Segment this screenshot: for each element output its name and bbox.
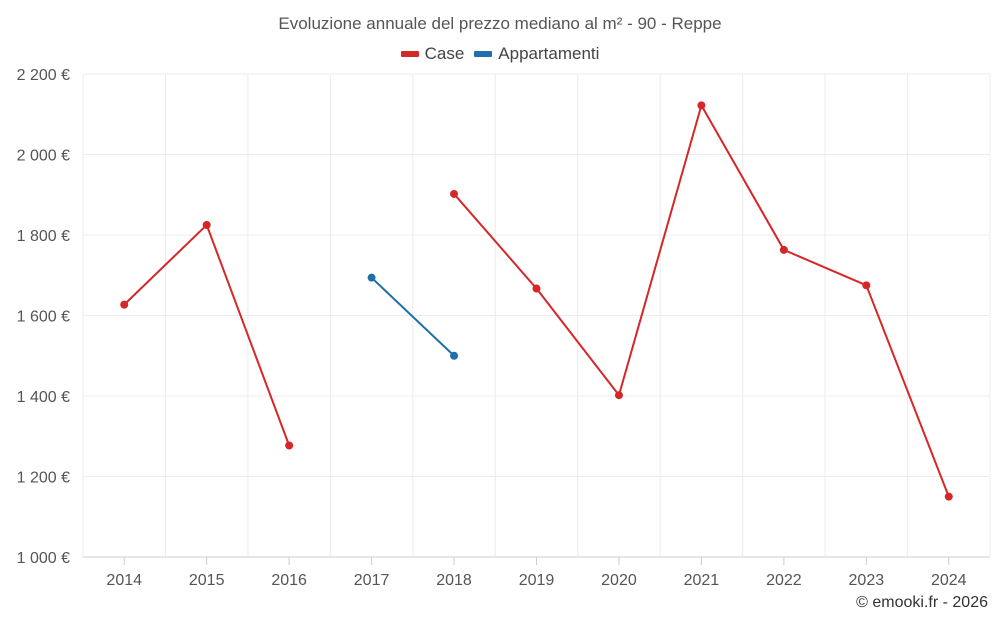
series-line-case — [453, 104, 950, 497]
chart-title: Evoluzione annuale del prezzo mediano al… — [278, 14, 722, 33]
series-line-case — [123, 223, 291, 446]
x-tick-label: 2023 — [849, 572, 885, 589]
data-point-case-2019 — [532, 284, 541, 293]
x-tick-label: 2019 — [519, 572, 555, 589]
data-point-case-2014 — [120, 300, 129, 309]
legend-item-appartamenti[interactable]: Appartamenti — [474, 44, 599, 64]
y-tick-label: 1 400 € — [17, 389, 70, 406]
data-point-appartamenti-2018 — [450, 351, 459, 360]
data-point-case-2015 — [202, 220, 211, 229]
y-tick-label: 1 600 € — [17, 309, 70, 326]
x-tick-label: 2018 — [436, 572, 472, 589]
series-line-appartamenti — [370, 276, 455, 357]
data-point-case-2016 — [285, 441, 294, 450]
data-point-case-2022 — [779, 245, 788, 254]
legend-swatch-case — [400, 51, 419, 57]
y-tick-label: 1 000 € — [17, 550, 70, 567]
x-tick-label: 2021 — [684, 572, 720, 589]
y-tick-label: 1 200 € — [17, 470, 70, 487]
y-tick-label: 2 000 € — [17, 148, 70, 165]
data-point-appartamenti-2017 — [367, 273, 376, 282]
x-tick-label: 2015 — [189, 572, 225, 589]
credit-text: © emooki.fr - 2026 — [856, 594, 988, 611]
data-point-case-2020 — [614, 391, 623, 400]
x-tick-label: 2014 — [106, 572, 142, 589]
x-tick-label: 2024 — [931, 572, 967, 589]
legend-label-appartamenti: Appartamenti — [498, 44, 600, 63]
y-tick-label: 1 800 € — [17, 228, 70, 245]
data-point-case-2024 — [944, 492, 953, 501]
data-point-case-2018 — [450, 189, 459, 198]
x-tick-label: 2020 — [601, 572, 637, 589]
legend-swatch-appartamenti — [474, 51, 493, 57]
legend-item-case[interactable]: Case — [400, 44, 465, 64]
x-tick-label: 2016 — [271, 572, 307, 589]
legend-label-case: Case — [424, 44, 465, 63]
x-tick-label: 2022 — [766, 572, 802, 589]
data-point-case-2023 — [862, 281, 871, 290]
data-point-case-2021 — [697, 101, 706, 110]
x-tick-label: 2017 — [354, 572, 390, 589]
y-tick-label: 2 200 € — [17, 67, 70, 84]
legend: Case Appartamenti — [0, 44, 1000, 64]
